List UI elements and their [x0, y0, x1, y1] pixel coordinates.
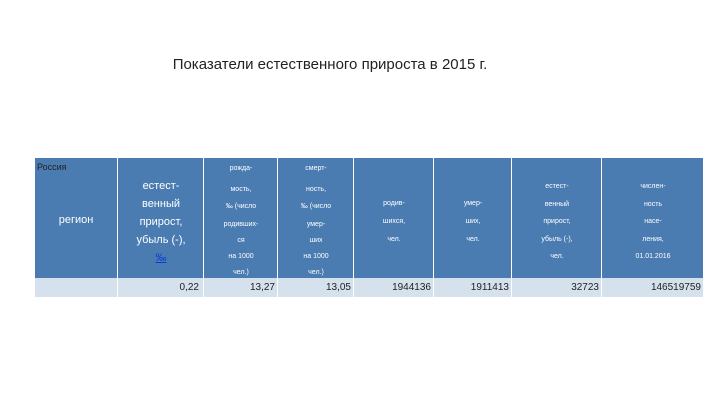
- cell-births: 1944136: [392, 282, 431, 293]
- header-text: прирост,: [543, 218, 571, 225]
- header-text: мость,: [230, 186, 252, 193]
- header-text: родивших-: [223, 221, 259, 228]
- header-natural-increase: естест- венный прирост, убыль (-), ‰: [117, 158, 204, 278]
- column-divider: [511, 278, 512, 297]
- column-divider: [203, 278, 204, 297]
- column-divider: [601, 278, 602, 297]
- permille-link[interactable]: ‰: [155, 252, 167, 264]
- table-header-band: [35, 158, 703, 278]
- header-births: родив- шихся, чел.: [353, 158, 434, 278]
- header-death-rate: смерт- ность, ‰ (число умер- ших на 1000…: [277, 158, 354, 278]
- header-text: прирост,: [139, 216, 183, 228]
- header-text: на 1000: [228, 253, 254, 260]
- header-region: регион: [35, 158, 117, 278]
- header-population: числен- ность насе- ления, 01.01.2016: [601, 158, 704, 278]
- header-text: умер-: [463, 200, 483, 207]
- header-text: чел.): [233, 269, 249, 276]
- header-text: чел.: [466, 236, 480, 243]
- header-text: ‰ (число: [225, 203, 257, 210]
- header-text: рожда-: [229, 165, 253, 172]
- header-text: смерт-: [305, 165, 327, 172]
- cell-deaths: 1911413: [470, 282, 509, 293]
- header-deaths: умер- ших, чел.: [433, 158, 512, 278]
- cell-natural-increase: 0,22: [179, 282, 199, 293]
- header-region-label: регион: [58, 214, 94, 226]
- row-region: Россия: [37, 162, 67, 172]
- header-text: умер-: [306, 221, 326, 228]
- header-text: ся: [237, 237, 245, 244]
- header-text: чел.: [550, 253, 564, 260]
- column-divider: [277, 278, 278, 297]
- header-text: шихся,: [382, 218, 406, 225]
- header-text: чел.): [308, 269, 324, 276]
- header-text: ность,: [305, 186, 327, 193]
- header-text: 01.01.2016: [635, 253, 671, 260]
- column-divider: [433, 278, 434, 297]
- header-text: насе-: [644, 218, 662, 225]
- cell-population: 146519759: [650, 282, 701, 293]
- header-text: ших,: [465, 218, 481, 225]
- cell-death-rate: 13,05: [325, 282, 351, 293]
- header-text: убыль (-),: [136, 234, 186, 246]
- header-text: чел.: [387, 236, 401, 243]
- header-text: на 1000: [303, 253, 329, 260]
- header-text: ших: [309, 237, 323, 244]
- stats-table: регион естест- венный прирост, убыль (-)…: [35, 158, 703, 297]
- header-text: ления,: [642, 236, 664, 243]
- header-natural-increase-abs: естест- венный прирост, убыль (-), чел.: [511, 158, 602, 278]
- header-text: ‰ (число: [300, 203, 332, 210]
- header-text: родив-: [383, 200, 405, 207]
- header-text: венный: [141, 198, 181, 210]
- header-text: естест-: [142, 180, 180, 192]
- page-title: Показатели естественного прироста в 2015…: [172, 56, 488, 73]
- header-text: ность: [643, 201, 663, 208]
- header-text: венный: [544, 201, 570, 208]
- header-text: убыль (-),: [541, 236, 573, 243]
- column-divider: [117, 278, 118, 297]
- cell-natural-increase-abs: 32723: [571, 282, 599, 293]
- header-text: числен-: [640, 183, 666, 190]
- column-divider: [353, 278, 354, 297]
- cell-birth-rate: 13,27: [249, 282, 275, 293]
- table-row-band: [35, 278, 703, 297]
- header-text: естест-: [545, 183, 569, 190]
- header-birth-rate: рожда- мость, ‰ (число родивших- ся на 1…: [203, 158, 278, 278]
